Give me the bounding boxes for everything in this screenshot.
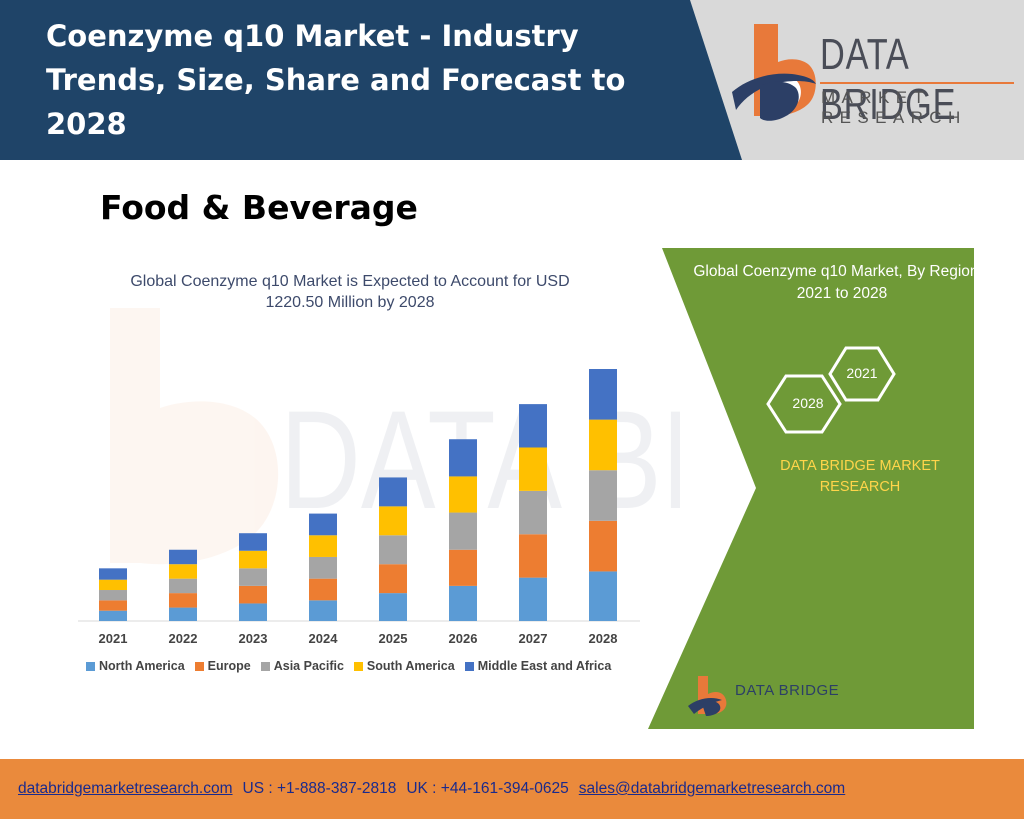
regions-side-panel [648, 248, 974, 729]
x-tick-label: 2026 [449, 631, 478, 646]
bar-segment-2024-4 [309, 513, 337, 536]
x-tick-label: 2025 [379, 631, 408, 646]
email-link[interactable]: sales@databridgemarketresearch.com [578, 780, 846, 797]
bar-segment-2021-1 [99, 600, 127, 611]
bar-segment-2026-1 [449, 549, 477, 586]
legend-swatch [194, 661, 204, 671]
bar-segment-2027-1 [519, 534, 547, 578]
legend-swatch [353, 661, 363, 671]
bar-segment-2022-2 [169, 578, 197, 594]
bar-segment-2027-4 [519, 404, 547, 448]
bar-segment-2024-1 [309, 578, 337, 601]
bar-segment-2025-2 [379, 535, 407, 565]
x-tick-label: 2027 [519, 631, 548, 646]
bar-segment-2023-0 [239, 603, 267, 621]
panel-logo-icon [688, 676, 727, 716]
panel-title: Global Coenzyme q10 Market, By Regions, … [693, 263, 991, 302]
bar-segment-2028-0 [589, 571, 617, 621]
legend-label: North America [99, 659, 185, 673]
bar-segment-2028-4 [589, 369, 617, 420]
legend-item: Middle East and Africa [464, 659, 612, 673]
us-phone: US : +1-888-387-2818 [242, 780, 397, 797]
bar-segment-2021-0 [99, 610, 127, 621]
chart-title: Global Coenzyme q10 Market is Expected t… [130, 273, 570, 311]
legend-label: Europe [207, 659, 251, 673]
bar-segment-2027-0 [519, 577, 547, 621]
legend-swatch [464, 661, 474, 671]
badge-year-2021: 2021 [846, 365, 878, 381]
bar-segment-2023-4 [239, 533, 267, 551]
bar-segment-2022-1 [169, 593, 197, 608]
legend-item: Europe [194, 659, 251, 673]
bar-segment-2021-4 [99, 568, 127, 580]
bar-segment-2024-2 [309, 556, 337, 579]
bar-segment-2026-3 [449, 476, 477, 513]
legend-label: South America [366, 659, 455, 673]
bar-segment-2028-2 [589, 470, 617, 521]
header-title-band [0, 0, 742, 160]
bar-segment-2025-0 [379, 593, 407, 621]
svg-text:DATA BRIDGE: DATA BRIDGE [280, 381, 680, 538]
legend-label: Middle East and Africa [477, 659, 612, 673]
legend-swatch [86, 661, 95, 671]
website-link[interactable]: databridgemarketresearch.com [18, 780, 233, 797]
bar-segment-2022-0 [169, 607, 197, 621]
logo-divider [820, 82, 1014, 84]
page-title: Coenzyme q10 Market - Industry Trends, S… [46, 19, 626, 141]
footer-bar [0, 759, 1024, 819]
x-tick-label: 2023 [239, 631, 268, 646]
bar-segment-2022-3 [169, 564, 197, 579]
section-title: Food & Beverage [100, 188, 418, 227]
hexagon-badge-2021 [828, 346, 896, 402]
bar-segment-2023-1 [239, 585, 267, 604]
bar-segment-2021-2 [99, 590, 127, 601]
data-bridge-b-logo-icon[interactable] [726, 18, 1016, 140]
bar-segment-2023-3 [239, 550, 267, 569]
bar-segment-2027-2 [519, 490, 547, 535]
chart-legend: North America Europe Asia Pacific South … [86, 659, 611, 673]
x-tick-label: 2024 [309, 631, 339, 646]
legend-label: Asia Pacific [273, 659, 344, 673]
panel-logo-wordmark: DATA BRIDGE [735, 682, 840, 699]
bar-segment-2028-3 [589, 419, 617, 471]
legend-item: Asia Pacific [260, 659, 344, 673]
x-tick-label: 2022 [169, 631, 198, 646]
bar-segment-2025-3 [379, 506, 407, 536]
bar-segment-2026-0 [449, 585, 477, 621]
bar-segment-2026-4 [449, 439, 477, 477]
logo-subtitle: MARKET RESEARCH [821, 88, 967, 127]
chart-container: DATA BRIDGE 2021 2022 2023 2024 2025 2026 2027… [40, 248, 680, 728]
bar-segment-2025-4 [379, 477, 407, 507]
bar-segment-2026-2 [449, 512, 477, 550]
panel-brand-text: DATA BRIDGE MARKET RESEARCH [780, 458, 940, 495]
bar-segment-2021-3 [99, 579, 127, 591]
bar-segment-2024-3 [309, 535, 337, 557]
x-tick-label: 2028 [589, 631, 618, 646]
legend-swatch [260, 661, 270, 671]
legend-item: South America [353, 659, 455, 673]
bar-segment-2025-1 [379, 564, 407, 594]
bar-segment-2023-2 [239, 568, 267, 586]
bar-segment-2024-0 [309, 600, 337, 621]
badge-year-2028: 2028 [792, 395, 824, 411]
uk-phone: UK : +44-161-394-0625 [406, 780, 569, 797]
stacked-bar-chart: DATA BRIDGE 2021 2022 2023 2024 2025 2026 2027… [78, 308, 680, 646]
legend-item: North America [86, 659, 185, 673]
hexagon-badge-2028 [766, 374, 842, 434]
bar-segment-2027-3 [519, 447, 547, 491]
x-tick-label: 2021 [99, 631, 128, 646]
bar-segment-2022-4 [169, 549, 197, 565]
bar-segment-2028-1 [589, 520, 617, 572]
footer-contacts: databridgemarketresearch.com US : +1-888… [18, 780, 1018, 798]
logo-wordmark: DATA BRIDGE [820, 30, 957, 129]
